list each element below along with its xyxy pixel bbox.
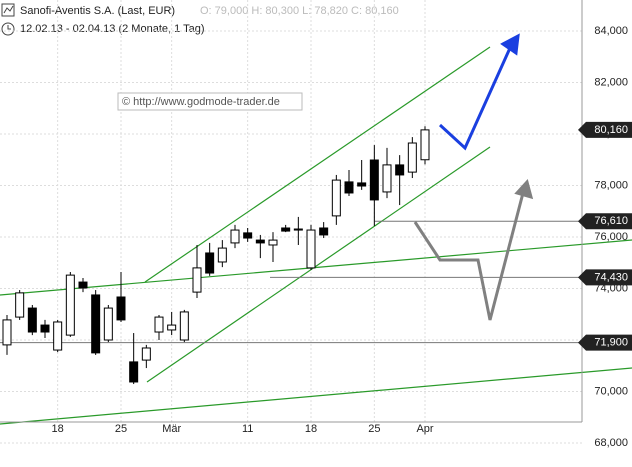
price-tag	[578, 121, 632, 138]
candle-body	[395, 164, 405, 176]
price-tag-label: 74,430	[594, 271, 628, 283]
price-tag	[578, 269, 632, 286]
plot	[0, 126, 582, 385]
candle-body	[331, 179, 341, 217]
candle-body	[205, 252, 215, 274]
grid	[0, 0, 582, 444]
y-tick-label: 84,000	[594, 25, 628, 37]
y-tick-label: 78,000	[594, 179, 628, 191]
candle-body	[15, 292, 25, 318]
trend-lines	[0, 46, 632, 425]
candle-body	[91, 294, 101, 354]
y-tick-label: 70,000	[594, 385, 628, 397]
price-tag-label: 80,160	[594, 124, 628, 136]
x-tick-label: 11	[242, 423, 253, 435]
x-tick-label: 25	[115, 423, 127, 435]
candle-body	[293, 228, 303, 231]
candle-body	[255, 239, 265, 244]
x-tick-label: Mär	[162, 423, 181, 435]
chart-title: Sanofi-Aventis S.A. (Last, EUR)	[20, 5, 175, 17]
candle-body	[192, 267, 202, 293]
price-tag	[578, 213, 632, 230]
candle-body	[382, 164, 392, 193]
forecast-arrows	[413, 33, 534, 321]
candle-body	[319, 227, 329, 236]
y-tick-label: 76,000	[594, 231, 628, 243]
candle-body	[116, 296, 126, 321]
candle-body	[40, 324, 50, 333]
x-tick-label: 18	[52, 423, 64, 435]
candle-body	[407, 142, 417, 173]
chart-subtitle: 12.02.13 - 02.04.13 (2 Monate, 1 Tag)	[20, 23, 204, 35]
candle-body	[420, 129, 430, 161]
candle-body	[268, 239, 278, 246]
candle-body	[53, 321, 63, 351]
candle-body	[2, 319, 12, 346]
candle-body	[217, 247, 227, 263]
x-tick-label: 18	[305, 423, 317, 435]
x-tick-label: 25	[368, 423, 380, 435]
candle-body	[78, 281, 88, 289]
header-icon	[1, 3, 15, 36]
ohlc-label: O: 79,000 H: 80,300 L: 78,820 C: 80,160	[200, 5, 399, 17]
candle-body	[243, 232, 253, 239]
candle-body	[230, 229, 240, 244]
candle-body	[306, 229, 316, 269]
candle-body	[344, 181, 354, 194]
x-tick-label: Apr	[416, 423, 433, 435]
candle-body	[129, 361, 139, 383]
y-tick-label: 68,000	[594, 437, 628, 449]
watermark: © http://www.godmode-trader.de	[122, 96, 280, 108]
y-tick-label: 82,000	[594, 76, 628, 88]
candle-body	[103, 307, 113, 341]
candle-body	[167, 324, 177, 331]
candle-body	[154, 316, 164, 333]
candle-body	[357, 182, 367, 187]
candle-body	[281, 227, 291, 232]
candle-body	[141, 347, 151, 361]
price-tag-label: 71,900	[594, 336, 628, 348]
watermark-box	[117, 92, 303, 111]
price-tag-label: 76,610	[594, 215, 628, 227]
candle-body	[179, 311, 189, 341]
candle-body	[27, 307, 37, 333]
price-tag	[578, 334, 632, 351]
candle-body	[65, 274, 75, 336]
candle-body	[369, 159, 379, 201]
